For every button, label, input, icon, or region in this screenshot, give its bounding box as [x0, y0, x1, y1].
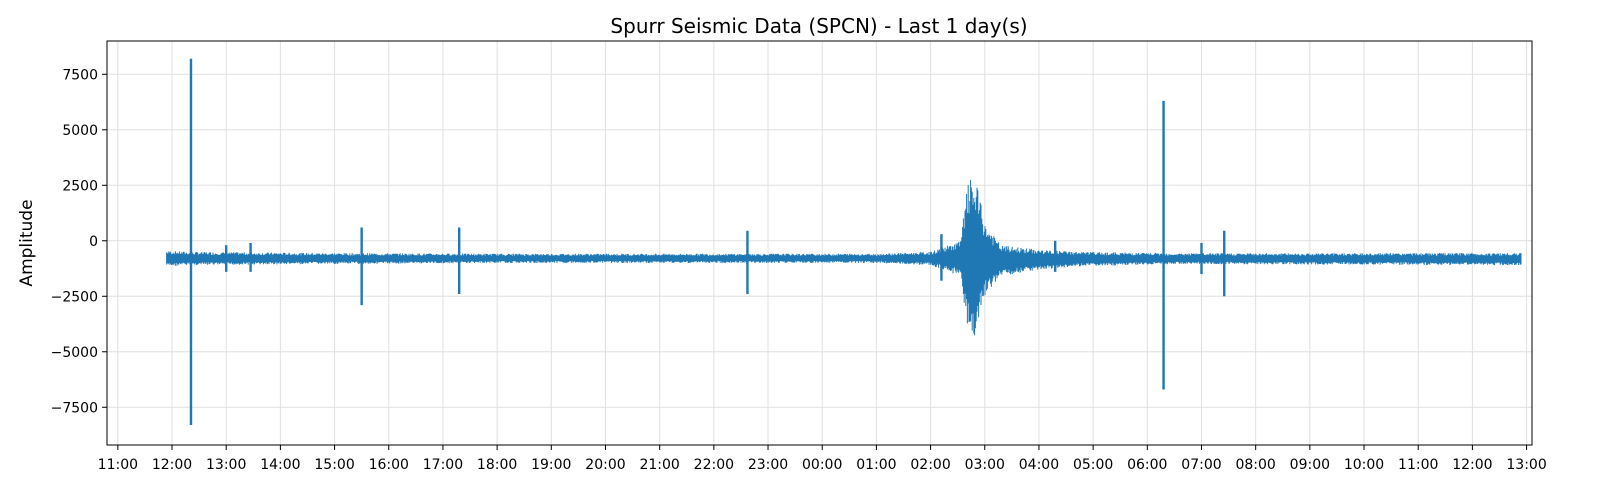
trace-waveform: [166, 179, 1522, 336]
x-tick-label: 14:00: [260, 457, 300, 473]
x-tick-label: 01:00: [856, 457, 896, 473]
x-tick-label: 23:00: [748, 457, 788, 473]
y-tick-label: −2500: [51, 289, 98, 305]
x-axis-ticks: 11:00 12:00 13:00 14:00 15:00 16:00 17:00 18:00…: [98, 445, 1547, 473]
x-tick-label: 16:00: [369, 457, 409, 473]
y-tick-label: −7500: [51, 400, 98, 416]
x-tick-label: 13:00: [206, 457, 246, 473]
y-axis-label: Amplitude: [17, 199, 37, 286]
grid-lines: [107, 41, 1532, 445]
x-tick-label: 19:00: [531, 457, 571, 473]
y-tick-label: 0: [89, 234, 98, 250]
x-tick-label: 12:00: [1452, 457, 1492, 473]
x-tick-label: 10:00: [1344, 457, 1384, 473]
y-tick-label: −5000: [51, 345, 98, 361]
x-tick-label: 20:00: [585, 457, 625, 473]
x-tick-label: 06:00: [1127, 457, 1167, 473]
series-seismic-trace: [166, 58, 1522, 426]
y-axis-ticks: −7500 −5000 −2500 0 2500 5000 7500: [51, 67, 107, 416]
x-tick-label: 15:00: [314, 457, 354, 473]
y-tick-label: 7500: [62, 67, 98, 83]
chart-title: Spurr Seismic Data (SPCN) - Last 1 day(s…: [610, 14, 1027, 38]
x-tick-label: 03:00: [965, 457, 1005, 473]
x-tick-label: 22:00: [694, 457, 734, 473]
x-tick-label: 11:00: [98, 457, 138, 473]
x-tick-label: 12:00: [152, 457, 192, 473]
x-tick-label: 13:00: [1506, 457, 1546, 473]
x-tick-label: 17:00: [423, 457, 463, 473]
x-tick-label: 21:00: [639, 457, 679, 473]
x-tick-label: 07:00: [1181, 457, 1221, 473]
x-tick-label: 09:00: [1290, 457, 1330, 473]
x-tick-label: 08:00: [1235, 457, 1275, 473]
x-tick-label: 00:00: [802, 457, 842, 473]
x-tick-label: 11:00: [1398, 457, 1438, 473]
y-tick-label: 5000: [62, 123, 98, 139]
x-tick-label: 05:00: [1073, 457, 1113, 473]
x-tick-label: 18:00: [477, 457, 517, 473]
x-tick-label: 02:00: [910, 457, 950, 473]
x-tick-label: 04:00: [1019, 457, 1059, 473]
plot-frame: [106, 40, 1533, 446]
y-tick-label: 2500: [62, 178, 98, 194]
